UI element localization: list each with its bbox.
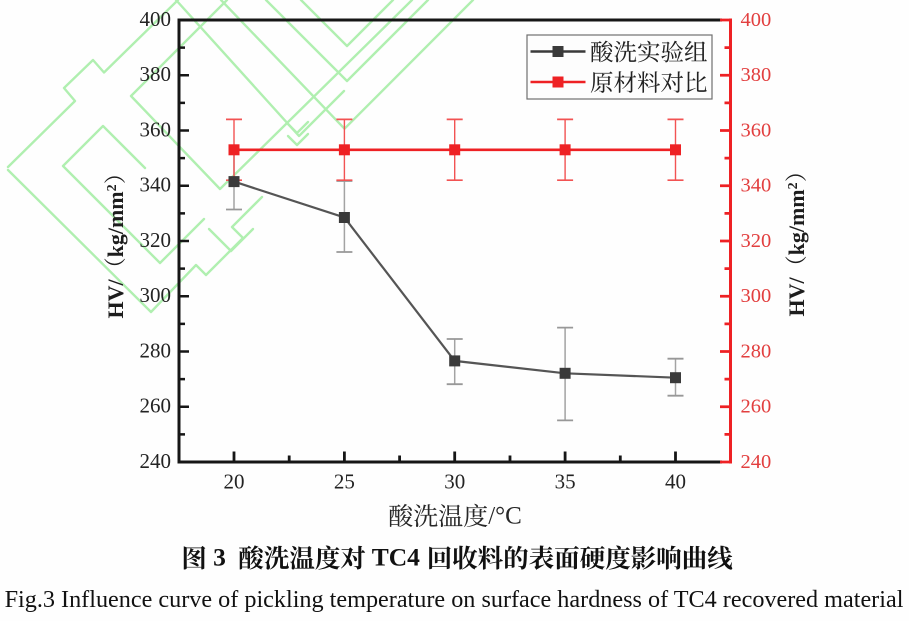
- svg-text:35: 35: [555, 470, 576, 494]
- svg-text:400: 400: [741, 9, 772, 31]
- svg-text:280: 280: [140, 338, 172, 362]
- svg-text:320: 320: [741, 230, 772, 252]
- svg-text:HV/: HV/: [103, 279, 128, 319]
- svg-text:TC4: TC4: [366, 542, 426, 571]
- svg-text:kg/mm2: kg/mm2: [784, 182, 809, 255]
- svg-text:400: 400: [140, 7, 172, 31]
- svg-text:280: 280: [741, 340, 772, 362]
- svg-text:240: 240: [741, 451, 772, 473]
- svg-text:360: 360: [741, 119, 772, 141]
- svg-text:25: 25: [334, 470, 355, 494]
- svg-text:30: 30: [444, 470, 465, 494]
- svg-text:kg/mm2: kg/mm2: [103, 184, 128, 257]
- svg-text:40: 40: [665, 470, 686, 494]
- svg-text:320: 320: [140, 228, 172, 252]
- svg-text:HV/: HV/: [784, 277, 809, 317]
- svg-text:240: 240: [140, 449, 172, 473]
- svg-text:Fig.3 Influence curve of pickl: Fig.3 Influence curve of pickling temper…: [5, 586, 904, 613]
- svg-text:20: 20: [224, 470, 245, 494]
- svg-text:/°C: /°C: [488, 503, 522, 530]
- svg-text:340: 340: [741, 175, 772, 197]
- svg-text:340: 340: [140, 173, 172, 197]
- svg-text:300: 300: [741, 285, 772, 307]
- svg-text:300: 300: [140, 283, 172, 307]
- svg-text:260: 260: [140, 394, 172, 418]
- svg-text:380: 380: [140, 62, 172, 86]
- svg-text:3: 3: [207, 542, 233, 571]
- svg-text:260: 260: [741, 396, 772, 418]
- svg-text:360: 360: [140, 117, 172, 141]
- svg-text:380: 380: [741, 64, 772, 86]
